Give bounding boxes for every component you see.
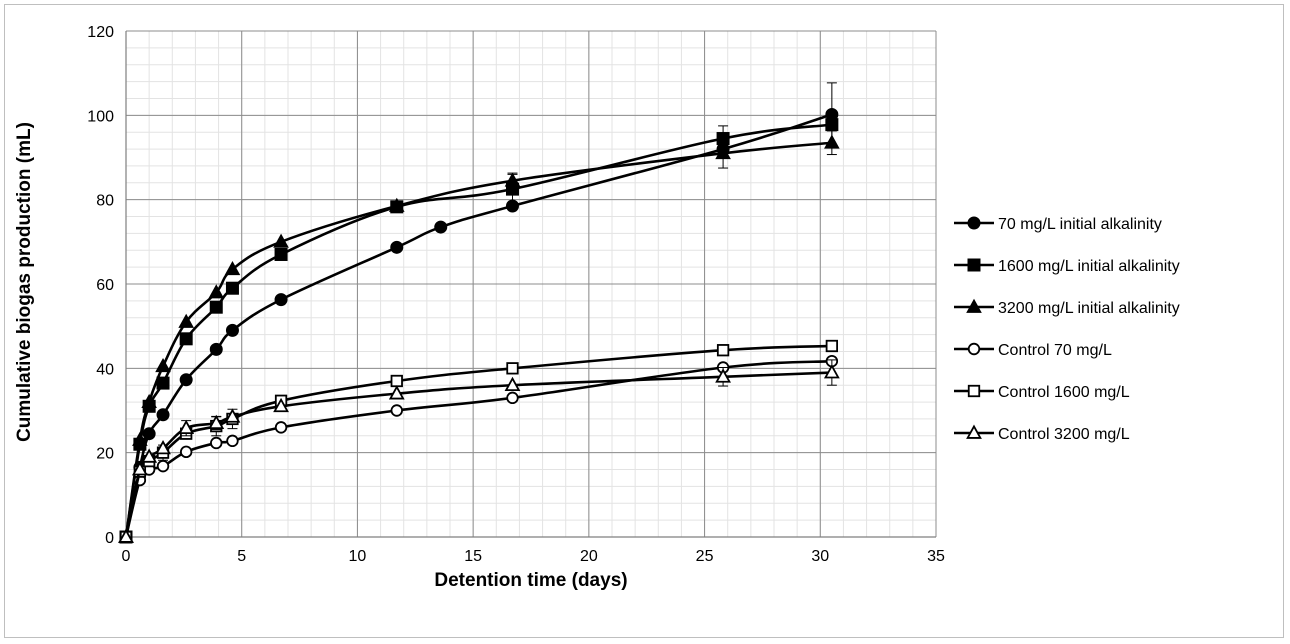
data-point	[209, 342, 223, 356]
data-point	[209, 300, 223, 314]
x-tick-label: 25	[696, 548, 714, 565]
data-point	[274, 421, 288, 434]
data-point	[210, 436, 223, 450]
data-point	[506, 362, 519, 375]
data-point	[715, 145, 731, 160]
data-point	[273, 233, 289, 248]
data-point	[156, 408, 170, 422]
data-point	[208, 414, 225, 430]
y-tick-label: 120	[87, 24, 114, 41]
data-point	[390, 374, 403, 388]
data-point	[274, 293, 288, 307]
series-4	[119, 354, 839, 544]
data-point	[142, 427, 156, 441]
legend-label: 1600 mg/L initial alkalinity	[998, 258, 1180, 275]
legend-label: Control 1600 mg/L	[998, 384, 1130, 401]
data-point	[716, 344, 730, 357]
data-point	[825, 339, 839, 353]
legend-item: Control 3200 mg/L	[954, 424, 1130, 443]
y-axis-title: Cumulative biogas production (mL)	[14, 122, 35, 442]
data-point	[141, 393, 157, 408]
data-point	[504, 172, 521, 187]
grid	[125, 30, 937, 538]
data-point	[504, 376, 521, 392]
legend-marker	[966, 298, 982, 313]
data-point	[132, 431, 148, 446]
x-tick-label: 10	[349, 548, 367, 565]
data-point	[224, 408, 241, 423]
legend-label: Control 70 mg/L	[998, 342, 1112, 359]
data-point	[825, 118, 839, 132]
data-point	[274, 247, 288, 261]
series-layer	[118, 82, 840, 544]
data-point	[178, 419, 195, 435]
y-tick-label: 20	[96, 446, 114, 463]
data-point	[823, 364, 840, 379]
x-tick-label: 20	[580, 548, 598, 565]
data-point	[141, 448, 158, 463]
data-point	[156, 459, 170, 473]
data-point	[155, 439, 171, 455]
x-axis-title: Detention time (days)	[434, 570, 627, 591]
data-point	[388, 385, 405, 400]
series-1	[119, 82, 839, 544]
y-tick-label: 80	[96, 193, 114, 210]
legend-item: 70 mg/L initial alkalinity	[954, 216, 1162, 233]
tick-labels: 0 5 10 15 20 25 30 35 0 20 40 60 80 100 120	[87, 24, 945, 565]
data-point	[131, 461, 148, 476]
legend-label: 3200 mg/L initial alkalinity	[998, 300, 1180, 317]
data-point	[208, 284, 225, 299]
data-point	[178, 313, 194, 328]
data-point	[155, 357, 171, 373]
data-point	[824, 134, 840, 149]
data-point	[179, 445, 193, 459]
legend-label: Control 3200 mg/L	[998, 426, 1130, 443]
data-point	[506, 391, 519, 405]
series-6	[118, 359, 840, 543]
series-line	[124, 371, 832, 538]
x-tick-label: 0	[122, 548, 131, 565]
data-point	[388, 197, 405, 212]
y-tick-label: 100	[87, 108, 114, 125]
data-point	[225, 323, 239, 337]
legend-item: 3200 mg/L initial alkalinity	[954, 298, 1180, 317]
data-point	[390, 240, 404, 254]
x-tick-label: 35	[927, 548, 945, 565]
series-line	[124, 141, 832, 538]
data-point	[434, 220, 448, 234]
data-point	[179, 373, 193, 387]
data-point	[715, 368, 731, 383]
data-point	[226, 434, 239, 448]
chart-frame	[4, 4, 1284, 638]
legend-item: Control 1600 mg/L	[954, 384, 1130, 401]
data-point	[225, 281, 239, 295]
legend: 70 mg/L initial alkalinity 1600 mg/L init…	[954, 216, 1180, 443]
data-point	[179, 332, 193, 346]
data-point	[273, 397, 289, 413]
data-point	[224, 261, 241, 276]
legend-item: 1600 mg/L initial alkalinity	[954, 258, 1180, 275]
x-tick-label: 5	[237, 548, 246, 565]
x-tick-label: 15	[464, 548, 482, 565]
legend-item: Control 70 mg/L	[954, 342, 1112, 359]
y-tick-label: 40	[96, 361, 114, 378]
series-3	[118, 130, 840, 543]
legend-label: 70 mg/L initial alkalinity	[998, 216, 1162, 233]
legend-marker	[967, 384, 981, 398]
y-tick-label: 60	[96, 277, 114, 294]
data-point	[390, 404, 403, 417]
x-tick-label: 30	[811, 548, 829, 565]
legend-marker	[967, 258, 981, 272]
data-point	[118, 528, 134, 543]
y-tick-label: 0	[105, 530, 114, 547]
legend-marker	[966, 424, 982, 439]
legend-marker	[967, 216, 981, 230]
legend-marker	[967, 342, 981, 356]
